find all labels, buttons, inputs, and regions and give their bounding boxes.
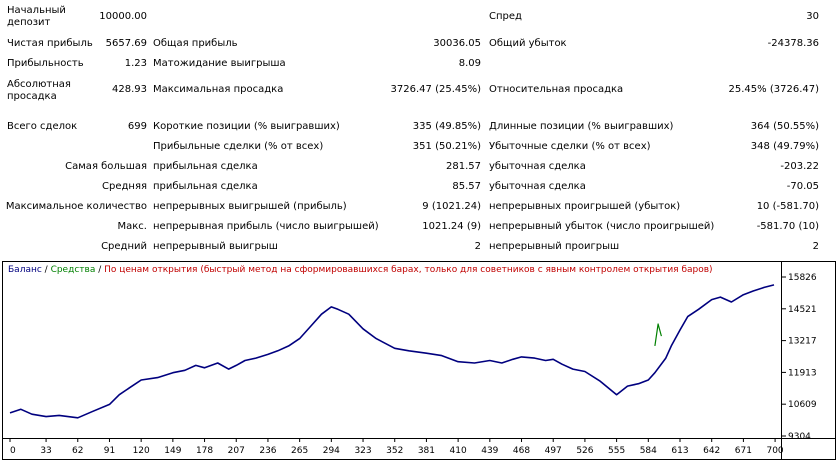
gross-profit-value: 30036.05 <box>433 38 481 49</box>
x-tick-label: 381 <box>418 446 435 456</box>
legend-equity: Средства <box>51 265 96 275</box>
gross-loss-label: Общий убыток <box>489 38 567 49</box>
avg-consec-losses-value: 2 <box>812 241 819 252</box>
y-tick-label: 13217 <box>788 337 817 347</box>
y-tick-label: 15826 <box>788 273 817 283</box>
profitability-label: Прибыльность <box>7 58 84 69</box>
profitability-value: 1.23 <box>124 58 147 69</box>
x-tick-label: 91 <box>104 446 115 456</box>
deposit-value: 10000.00 <box>99 11 147 22</box>
total-trades-value: 699 <box>127 121 147 132</box>
x-tick-label: 410 <box>450 446 467 456</box>
max-consec-wins-value: 9 (1021.24) <box>422 201 481 212</box>
average-profit-value: 85.57 <box>452 181 481 192</box>
series-line-equity <box>654 323 662 346</box>
x-tick-label: 613 <box>671 446 688 456</box>
x-tick-label: 642 <box>703 446 720 456</box>
max-consec-profit-value: 1021.24 (9) <box>422 221 481 232</box>
y-tick-label: 14521 <box>788 305 817 315</box>
max-drawdown-label: Максимальная просадка <box>153 84 284 95</box>
y-tick-label: 10609 <box>788 400 817 410</box>
x-tick-label: 33 <box>40 446 51 456</box>
average-label: Средняя <box>102 181 147 192</box>
average-profit-label: прибыльная сделка <box>153 181 258 192</box>
max-consec-loss-label: непрерывный убыток (число проигрышей) <box>489 221 715 232</box>
legend-balance: Баланс <box>8 265 42 275</box>
avg-consec-wins-label: непрерывный выигрыш <box>153 241 278 252</box>
avg-consec-losses-label: непрерывный проигрыш <box>489 241 620 252</box>
x-tick-label: 62 <box>72 446 83 456</box>
max-consec-wins-label: непрерывных выигрышей (прибыль) <box>153 201 347 212</box>
profit-trades-value: 351 (50.21%) <box>412 141 481 152</box>
spread-value: 30 <box>806 11 819 22</box>
max-consec-profit-label: непрерывная прибыль (число выигрышей) <box>153 221 379 232</box>
x-tick-label: 584 <box>640 446 657 456</box>
max-drawdown-value: 3726.47 (25.45%) <box>390 84 481 95</box>
legend-mode: По ценам открытия (быстрый метод на сфор… <box>104 265 712 275</box>
x-tick-label: 120 <box>133 446 150 456</box>
x-tick-label: 0 <box>10 446 16 456</box>
short-positions-value: 335 (49.85%) <box>412 121 481 132</box>
chart-frame <box>2 261 836 460</box>
long-positions-label: Длинные позиции (% выигравших) <box>489 121 674 132</box>
short-positions-label: Короткие позиции (% выигравших) <box>153 121 340 132</box>
x-tick-label: 294 <box>323 446 340 456</box>
balance-chart: Баланс / Средства / По ценам открытия (б… <box>2 261 836 460</box>
chart-legend: Баланс / Средства / По ценам открытия (б… <box>8 265 713 275</box>
x-tick-label: 555 <box>608 446 625 456</box>
x-tick-label: 526 <box>576 446 593 456</box>
loss-trades-label: Убыточные сделки (% от всех) <box>489 141 651 152</box>
rel-drawdown-label: Относительная просадка <box>489 84 624 95</box>
average-loss-label: убыточная сделка <box>489 181 586 192</box>
x-tick-label: 468 <box>513 446 530 456</box>
long-positions-value: 364 (50.55%) <box>750 121 819 132</box>
largest-profit-value: 281.57 <box>446 161 481 172</box>
net-profit-value: 5657.69 <box>105 38 147 49</box>
x-tick-label: 671 <box>735 446 752 456</box>
x-tick-label: 352 <box>386 446 403 456</box>
x-tick-label: 700 <box>766 446 783 456</box>
max-consec-losses-value: 10 (-581.70) <box>756 201 819 212</box>
expected-payoff-value: 8.09 <box>458 58 481 69</box>
gross-loss-value: -24378.36 <box>767 38 819 49</box>
x-tick-label: 149 <box>164 446 181 456</box>
profit-trades-label: Прибыльные сделки (% от всех) <box>153 141 324 152</box>
avg-consec-label: Средний <box>101 241 147 252</box>
largest-loss-value: -203.22 <box>780 161 819 172</box>
expected-payoff-label: Матожидание выигрыша <box>153 58 286 69</box>
x-tick-label: 439 <box>481 446 498 456</box>
loss-trades-value: 348 (49.79%) <box>750 141 819 152</box>
y-tick-label: 11913 <box>788 368 817 378</box>
largest-label: Самая большая <box>65 161 147 172</box>
legend-sep-2: / <box>95 265 104 275</box>
y-tick-label: 9304 <box>788 432 811 442</box>
average-loss-value: -70.05 <box>786 181 819 192</box>
avg-consec-wins-value: 2 <box>474 241 481 252</box>
abs-drawdown-label: Абсолютная просадка <box>7 79 71 102</box>
largest-profit-label: прибыльная сделка <box>153 161 258 172</box>
x-tick-label: 236 <box>259 446 276 456</box>
balance-chart-svg: Баланс / Средства / По ценам открытия (б… <box>2 261 836 460</box>
x-tick-label: 265 <box>291 446 308 456</box>
gross-profit-label: Общая прибыль <box>153 38 238 49</box>
total-trades-label: Всего сделок <box>7 121 78 132</box>
series-line-balance <box>9 284 775 419</box>
x-tick-label: 178 <box>196 446 213 456</box>
legend-sep-1: / <box>42 265 51 275</box>
largest-loss-label: убыточная сделка <box>489 161 586 172</box>
max-count-label: Максимальное количество <box>5 201 147 212</box>
max-label: Макс. <box>117 221 147 232</box>
abs-drawdown-value: 428.93 <box>112 84 147 95</box>
spread-label: Спред <box>489 11 522 22</box>
x-tick-label: 323 <box>354 446 371 456</box>
max-consec-loss-value: -581.70 (10) <box>756 221 819 232</box>
rel-drawdown-value: 25.45% (3726.47) <box>728 84 819 95</box>
net-profit-label: Чистая прибыль <box>7 38 93 49</box>
x-tick-label: 207 <box>228 446 245 456</box>
max-consec-losses-label: непрерывных проигрышей (убыток) <box>489 201 681 212</box>
x-tick-label: 497 <box>545 446 562 456</box>
deposit-label: Начальный депозит <box>7 5 66 28</box>
